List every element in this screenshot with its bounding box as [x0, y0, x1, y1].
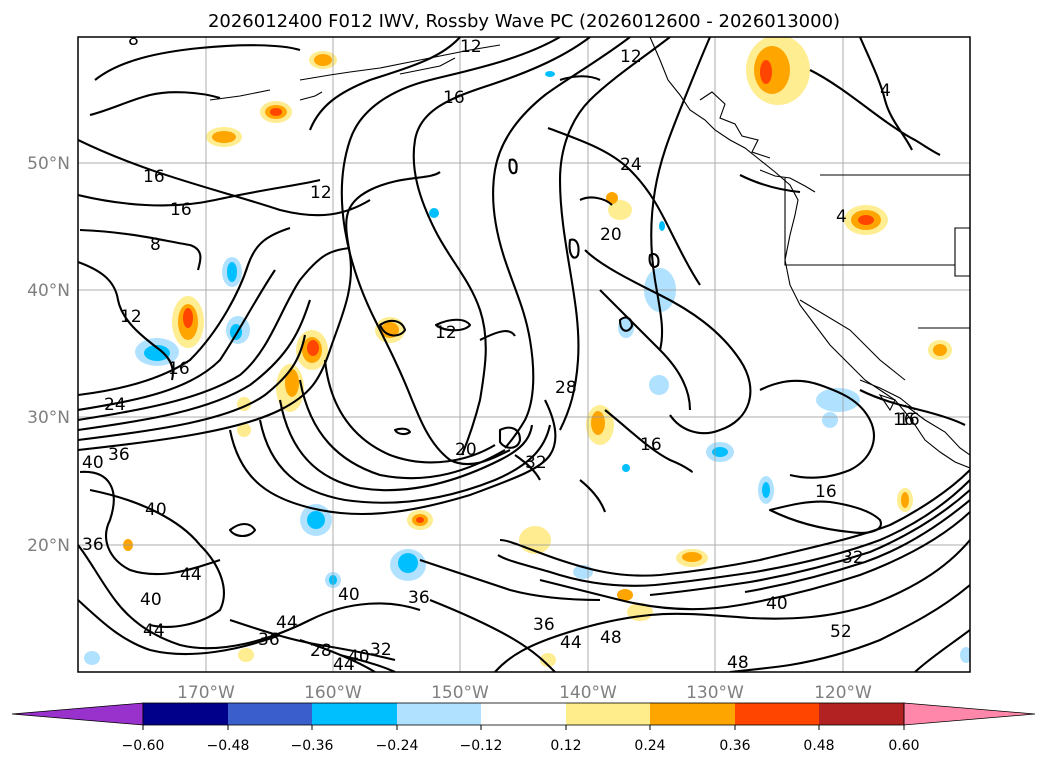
contour-label: 20	[455, 440, 477, 460]
colorbar-segment	[735, 703, 819, 725]
colorbar-segment	[481, 703, 566, 725]
contour-label: 40	[338, 585, 360, 605]
contour-label: 36	[258, 630, 280, 650]
map-area: 8 12 12 16 16 12 12 16 8 12 16 24 20 24 …	[78, 30, 970, 675]
colorbar: −0.60 −0.48 −0.36 −0.24 −0.12 0.12 0.24 …	[11, 702, 1036, 754]
contour-label: 48	[600, 628, 622, 648]
contour-label: 40	[140, 590, 162, 610]
lat-tick: 20°N	[27, 536, 70, 556]
contour-label: 44	[333, 655, 355, 675]
colorbar-tick: −0.12	[460, 738, 503, 754]
contour-label: 32	[525, 453, 547, 473]
iwv-contours	[78, 37, 970, 672]
contour-label: 12	[460, 37, 482, 57]
contour-label: 8	[128, 30, 139, 50]
contour-label: 40	[145, 500, 167, 520]
axis-ticks: 170°W 160°W 150°W 140°W 130°W 120°W 50°N…	[27, 154, 872, 703]
anomaly-shading	[84, 37, 970, 667]
colorbar-segment	[566, 703, 650, 725]
contour-label: 16	[893, 410, 915, 430]
colorbar-segment	[819, 703, 904, 725]
colorbar-tick: −0.24	[376, 738, 419, 754]
colorbar-segment	[650, 703, 735, 725]
contour-label: 20	[600, 225, 622, 245]
lon-tick: 140°W	[559, 683, 617, 703]
chart-title: 2026012400 F012 IWV, Rossby Wave PC (202…	[208, 11, 840, 32]
contour-label: 36	[408, 588, 430, 608]
contour-label: 40	[766, 594, 788, 614]
colorbar-tick: 0.60	[888, 738, 919, 754]
colorbar-tick: 0.12	[550, 738, 581, 754]
contour-label: 16	[443, 88, 465, 108]
colorbar-tick: −0.48	[207, 738, 250, 754]
contour-label: 32	[370, 640, 392, 660]
contour-label: 28	[555, 378, 577, 398]
contour-label: 32	[842, 548, 864, 568]
map-frame	[77, 36, 971, 673]
contour-label: 36	[108, 445, 130, 465]
contour-label: 12	[310, 183, 332, 203]
colorbar-over-triangle	[903, 702, 1036, 726]
lon-tick: 120°W	[814, 683, 872, 703]
lat-tick: 30°N	[27, 408, 70, 428]
contour-label: 4	[836, 207, 847, 227]
contour-label: 8	[150, 235, 161, 255]
colorbar-tick: −0.36	[291, 738, 334, 754]
contour-label: 16	[640, 435, 662, 455]
coastlines	[209, 37, 970, 469]
contour-label: 24	[104, 395, 126, 415]
lat-tick: 50°N	[27, 154, 70, 174]
contour-label: 48	[727, 653, 749, 673]
contour-label: 24	[620, 155, 642, 175]
contour-label: 12	[620, 47, 642, 67]
lat-tick: 40°N	[27, 281, 70, 301]
contour-label: 16	[168, 359, 190, 379]
contour-label: 44	[276, 613, 298, 633]
colorbar-tick: 0.36	[719, 738, 750, 754]
colorbar-under-triangle	[11, 702, 144, 726]
contour-label: 52	[830, 622, 852, 642]
contour-label: 44	[180, 565, 202, 585]
contour-label: 4	[880, 81, 891, 101]
colorbar-tick: −0.60	[122, 738, 165, 754]
contour-label: 16	[815, 482, 837, 502]
colorbar-tick: 0.48	[803, 738, 834, 754]
colorbar-segment	[312, 703, 397, 725]
lon-tick: 160°W	[304, 683, 362, 703]
contour-label: 12	[120, 307, 142, 327]
lon-tick: 130°W	[686, 683, 744, 703]
contour-labels: 8 12 12 16 16 12 12 16 8 12 16 24 20 24 …	[82, 30, 920, 675]
contour-label: 44	[143, 621, 165, 641]
contour-label: 44	[560, 633, 582, 653]
contour-label: 16	[143, 167, 165, 187]
colorbar-tick: 0.24	[634, 738, 665, 754]
colorbar-segment	[143, 703, 228, 725]
contour-label: 40	[348, 647, 370, 667]
contour-label: 28	[310, 641, 332, 661]
contour-label: 36	[82, 535, 104, 555]
contour-label: 12	[435, 323, 457, 343]
colorbar-segment	[228, 703, 312, 725]
lon-tick: 150°W	[431, 683, 489, 703]
contour-label: 16	[170, 200, 192, 220]
contour-label: 16	[898, 410, 920, 430]
contour-label: 40	[82, 453, 104, 473]
colorbar-segment	[397, 703, 481, 725]
contour-label: 36	[533, 615, 555, 635]
lon-tick: 170°W	[177, 683, 235, 703]
